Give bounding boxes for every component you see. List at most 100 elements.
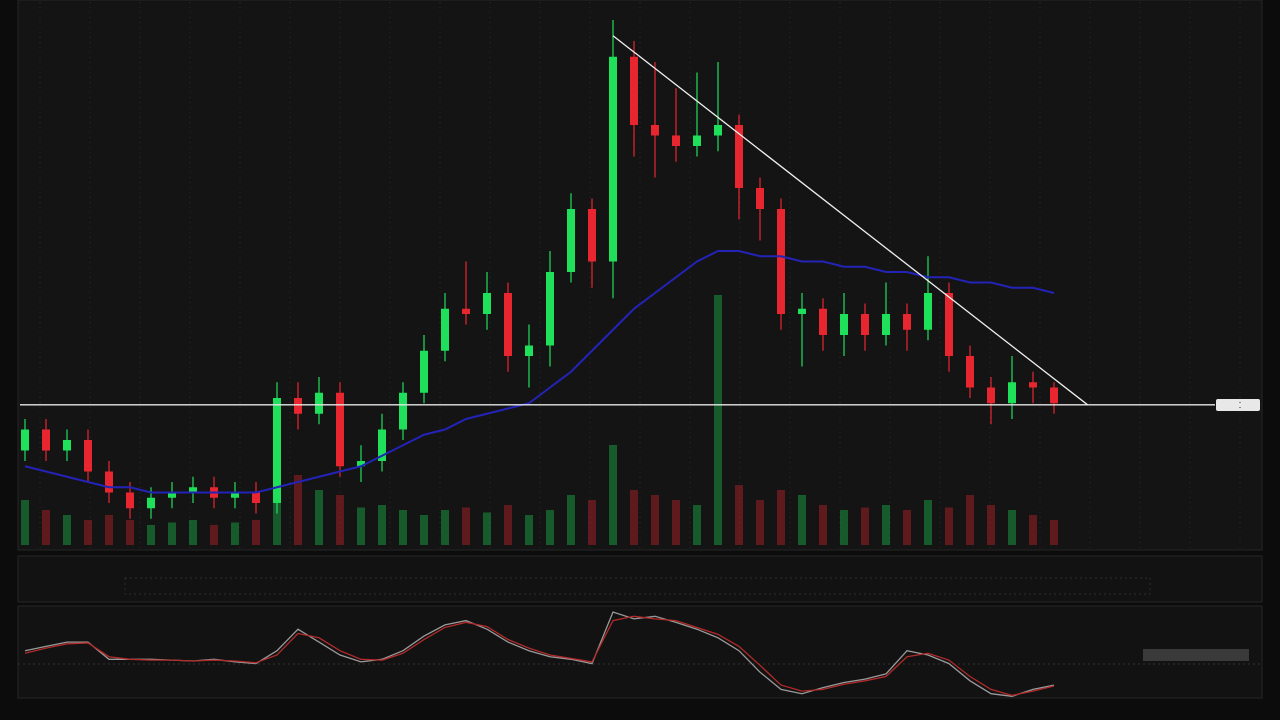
- price-badge: [1216, 399, 1260, 411]
- candle-body: [609, 56, 617, 262]
- volume-bar: [189, 520, 197, 545]
- oscillator-panel: [17, 605, 1263, 699]
- candle-body: [84, 440, 92, 472]
- volume: [21, 295, 1058, 545]
- candle-body: [483, 293, 491, 314]
- volume-bar: [714, 295, 722, 545]
- volume-bar: [987, 505, 995, 545]
- candle-body: [525, 345, 533, 356]
- volume-bar: [651, 495, 659, 545]
- candle-body: [1050, 387, 1058, 404]
- candle-body: [735, 125, 743, 188]
- candle-body: [924, 293, 932, 330]
- volume-bar: [210, 525, 218, 545]
- candle-body: [357, 461, 365, 467]
- volume-bar: [861, 507, 869, 545]
- volume-bar: [924, 500, 932, 545]
- volume-bar: [21, 500, 29, 545]
- candle-body: [315, 392, 323, 414]
- candle-body: [903, 314, 911, 330]
- volume-bar: [1008, 510, 1016, 545]
- candle-body: [105, 471, 113, 493]
- volume-bar: [336, 495, 344, 545]
- oscillator: [24, 611, 1055, 697]
- candle-body: [861, 314, 869, 335]
- volume-bar: [252, 520, 260, 545]
- volume-bar: [588, 500, 596, 545]
- candle-body: [168, 492, 176, 498]
- overlays: [20, 35, 1215, 494]
- oscillator-line: [24, 615, 1055, 697]
- candle-body: [42, 429, 50, 451]
- volume-bar: [63, 515, 71, 545]
- volume-bar: [945, 507, 953, 545]
- candle-body: [252, 492, 260, 503]
- grid: [39, 2, 1241, 548]
- candle-body: [714, 125, 722, 136]
- info-strip: [17, 555, 1263, 603]
- volume-bar: [525, 515, 533, 545]
- volume-bar: [735, 485, 743, 545]
- volume-bar: [420, 515, 428, 545]
- volume-bar: [819, 505, 827, 545]
- candle-body: [273, 398, 281, 503]
- candle-body: [378, 429, 386, 461]
- volume-bar: [294, 475, 302, 545]
- volume-bar: [147, 525, 155, 545]
- trendline: [612, 35, 1088, 406]
- volume-bar: [399, 510, 407, 545]
- volume-bar: [966, 495, 974, 545]
- candle-body: [546, 272, 554, 346]
- candle-body: [651, 125, 659, 136]
- candle-body: [840, 314, 848, 335]
- volume-bar: [756, 500, 764, 545]
- candle-body: [567, 209, 575, 272]
- volume-bar: [1050, 520, 1058, 545]
- volume-bar: [840, 510, 848, 545]
- oscillator-badge: [1143, 649, 1249, 661]
- candle-body: [882, 314, 890, 335]
- volume-bar: [777, 490, 785, 545]
- candle-body: [462, 308, 470, 314]
- volume-bar: [105, 515, 113, 545]
- candle-body: [1008, 382, 1016, 404]
- volume-bar: [798, 495, 806, 545]
- volume-bar: [357, 507, 365, 545]
- candle-body: [777, 209, 785, 314]
- candle-body: [672, 135, 680, 146]
- candle-body: [399, 392, 407, 430]
- candle-body: [504, 293, 512, 356]
- volume-bar: [609, 445, 617, 545]
- volume-bar: [126, 520, 134, 545]
- volume-bar: [567, 495, 575, 545]
- candle-body: [798, 308, 806, 314]
- volume-bar: [672, 500, 680, 545]
- volume-bar: [882, 505, 890, 545]
- candle-body: [420, 350, 428, 393]
- volume-bar: [315, 490, 323, 545]
- candle-body: [126, 492, 134, 509]
- volume-bar: [441, 510, 449, 545]
- candle-body: [987, 387, 995, 404]
- candle-body: [630, 56, 638, 125]
- candle-body: [441, 308, 449, 351]
- volume-bar: [168, 522, 176, 545]
- candle-body: [819, 308, 827, 335]
- volume-bar: [630, 490, 638, 545]
- candle-body: [294, 398, 302, 414]
- volume-bar: [42, 510, 50, 545]
- volume-bar: [231, 522, 239, 545]
- candle-body: [21, 429, 29, 451]
- candle-body: [1029, 382, 1037, 388]
- candle-body: [189, 487, 197, 493]
- candle-body: [588, 209, 596, 262]
- volume-bar: [483, 512, 491, 545]
- volume-bar: [1029, 515, 1037, 545]
- candle-body: [63, 440, 71, 451]
- volume-bar: [462, 507, 470, 545]
- volume-bar: [903, 510, 911, 545]
- candle-body: [945, 293, 953, 356]
- candle-body: [147, 497, 155, 509]
